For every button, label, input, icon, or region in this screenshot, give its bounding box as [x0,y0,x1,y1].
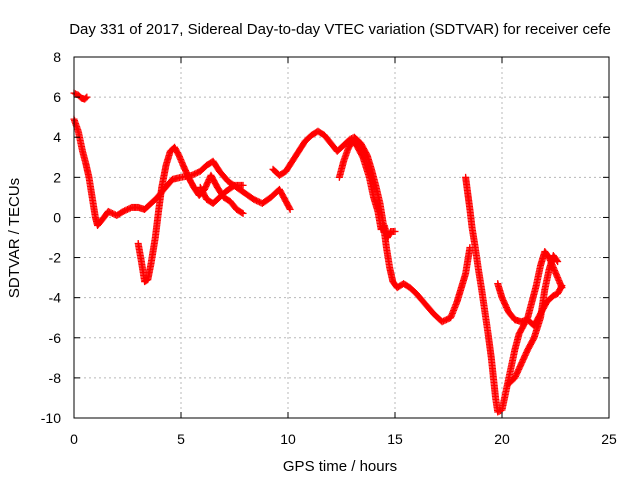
x-tick-label: 5 [177,431,185,447]
data-point [239,209,247,217]
data-segment [196,181,247,207]
x-axis-title: GPS time / hours [283,458,397,475]
y-tick-labels: -10 -8 -6 -4 -2 0 2 4 6 8 [41,49,61,426]
data-segment [134,143,247,286]
chart-title: Day 331 of 2017, Sidereal Day-to-day VTE… [69,21,611,38]
x-tick-label: 10 [280,431,296,447]
y-tick-label: -2 [49,250,62,266]
ticks [73,56,610,419]
y-tick-label: -8 [49,370,62,386]
y-tick-label: 2 [53,169,61,185]
data-point [553,256,561,264]
y-tick-label: -4 [49,290,62,306]
data-segment [269,127,474,326]
data-segment [494,280,566,330]
data-point [554,258,562,266]
x-tick-label: 15 [387,431,403,447]
x-tick-labels: 0 5 10 15 20 25 [70,431,617,447]
data-point [83,93,91,101]
y-tick-label: 8 [53,49,61,65]
data-point [239,181,247,189]
y-tick-label: -10 [41,410,61,426]
x-tick-label: 25 [601,431,617,447]
data-point [238,209,246,217]
y-tick-label: 4 [53,129,61,145]
x-tick-label: 20 [494,431,510,447]
data-point [391,227,399,235]
data-point [558,282,566,290]
data-points [70,89,566,416]
x-tick-label: 0 [70,431,78,447]
data-segment [335,137,399,241]
plot-frame [73,56,610,419]
y-tick-label: 6 [53,89,61,105]
y-tick-label: 0 [53,209,61,225]
data-segment [462,173,566,416]
y-axis-title: SDTVAR / TECUs [6,178,23,298]
data-point [557,283,565,291]
y-tick-label: -6 [49,330,62,346]
data-segment [504,252,562,388]
data-point [82,94,90,102]
data-point [286,205,294,213]
data-point [285,204,293,212]
